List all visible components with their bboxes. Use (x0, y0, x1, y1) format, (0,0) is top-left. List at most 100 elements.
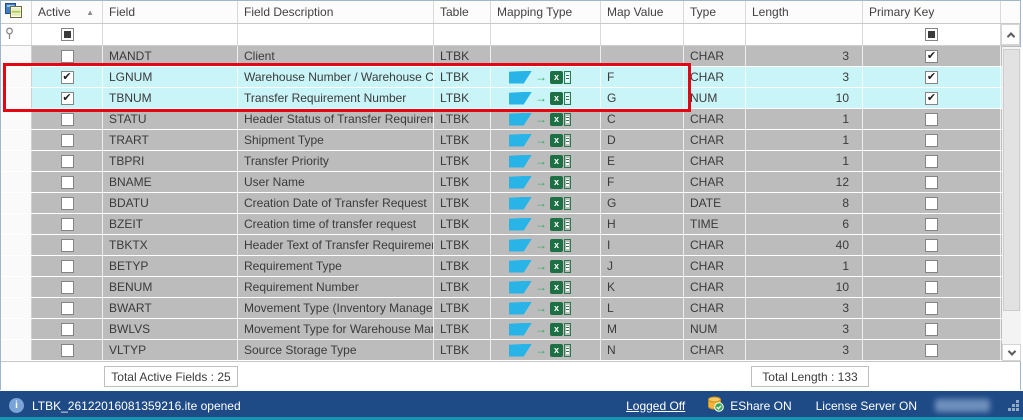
active-cell[interactable] (32, 298, 103, 318)
table-row[interactable]: BDATU Creation Date of Transfer Request … (1, 193, 1020, 214)
scrollbar-thumb[interactable] (1003, 49, 1020, 311)
type-cell: CHAR (684, 235, 746, 255)
table-row[interactable]: TBPRI Transfer Priority LTBK → x E CHAR 1 (1, 151, 1020, 172)
active-cell[interactable] (32, 193, 103, 213)
column-header-length[interactable]: Length (746, 1, 863, 23)
primary-key-checkbox[interactable] (925, 91, 938, 105)
active-cell[interactable] (32, 340, 103, 360)
column-header-mapping-type[interactable]: Mapping Type (491, 1, 601, 23)
table-row[interactable]: BZEIT Creation time of transfer request … (1, 214, 1020, 235)
table-row[interactable]: BNAME User Name LTBK → x F CHAR 12 (1, 172, 1020, 193)
active-cell[interactable] (32, 172, 103, 192)
active-checkbox[interactable] (60, 280, 74, 294)
table-row[interactable]: BENUM Requirement Number LTBK → x K CHAR … (1, 277, 1020, 298)
active-cell[interactable] (32, 256, 103, 276)
primary-key-checkbox[interactable] (925, 280, 938, 294)
primary-key-checkbox[interactable] (925, 322, 938, 336)
scroll-down-button[interactable] (1002, 344, 1021, 361)
active-cell[interactable] (32, 214, 103, 234)
primary-key-checkbox[interactable] (925, 175, 938, 189)
active-cell[interactable] (32, 88, 103, 108)
active-cell[interactable] (32, 109, 103, 129)
filter-mapping-cell[interactable] (491, 24, 601, 45)
active-checkbox[interactable] (60, 175, 74, 189)
active-cell[interactable] (32, 319, 103, 339)
active-checkbox[interactable] (60, 217, 74, 231)
filter-description-cell[interactable] (238, 24, 434, 45)
filter-table-cell[interactable] (434, 24, 491, 45)
primary-key-checkbox[interactable] (925, 196, 938, 210)
column-header-field[interactable]: Field (103, 1, 238, 23)
active-checkbox[interactable] (60, 49, 74, 63)
active-checkbox[interactable] (60, 301, 74, 315)
filter-primary-key-cell[interactable] (863, 24, 1001, 45)
active-checkbox[interactable] (60, 112, 74, 126)
arrow-right-icon: → (535, 69, 547, 84)
map-value-cell: E (601, 151, 684, 171)
active-checkbox[interactable] (60, 133, 74, 147)
excel-icon: x (550, 280, 571, 294)
active-cell[interactable] (32, 130, 103, 150)
type-cell: CHAR (684, 109, 746, 129)
active-checkbox[interactable] (60, 343, 74, 357)
resize-grip[interactable] (1007, 399, 1020, 415)
table-row[interactable]: MANDT Client LTBK →x CHAR 3 (1, 46, 1020, 67)
column-header-map-value[interactable]: Map Value (601, 1, 684, 23)
table-row[interactable]: TRART Shipment Type LTBK → x D CHAR 1 (1, 130, 1020, 151)
primary-key-checkbox[interactable] (925, 70, 938, 84)
filter-type-cell[interactable] (684, 24, 746, 45)
column-header-table[interactable]: Table (434, 1, 491, 23)
column-header-type[interactable]: Type (684, 1, 746, 23)
table-row[interactable]: VLTYP Source Storage Type LTBK → x N CHAR… (1, 340, 1020, 361)
primary-key-checkbox[interactable] (925, 133, 938, 147)
primary-key-checkbox[interactable] (925, 112, 938, 126)
active-checkbox[interactable] (60, 196, 74, 210)
active-checkbox[interactable] (60, 91, 74, 105)
filter-active-cell[interactable] (32, 24, 103, 45)
type-cell: CHAR (684, 277, 746, 297)
column-header-field-description[interactable]: Field Description (238, 1, 434, 23)
description-cell: Shipment Type (238, 130, 434, 150)
table-row[interactable]: TBNUM Transfer Requirement Number LTBK →… (1, 88, 1020, 109)
primary-key-checkbox[interactable] (925, 49, 938, 63)
table-row[interactable]: TBKTX Header Text of Transfer Requiremen… (1, 235, 1020, 256)
table-row[interactable]: LGNUM Warehouse Number / Warehouse C... … (1, 67, 1020, 88)
map-value-cell (601, 46, 684, 66)
active-checkbox[interactable] (60, 154, 74, 168)
active-cell[interactable] (32, 277, 103, 297)
filter-map-value-cell[interactable] (601, 24, 684, 45)
filter-length-cell[interactable] (746, 24, 863, 45)
primary-key-filter-checkbox[interactable] (925, 28, 938, 41)
active-checkbox[interactable] (60, 322, 74, 336)
active-checkbox[interactable] (60, 259, 74, 273)
primary-key-checkbox[interactable] (925, 238, 938, 252)
table-cell: LTBK (434, 277, 491, 297)
active-filter-checkbox[interactable] (60, 28, 74, 41)
row-selector-header[interactable] (1, 1, 32, 23)
filter-field-cell[interactable] (103, 24, 238, 45)
primary-key-checkbox[interactable] (925, 343, 938, 357)
mapping-cell: →x (491, 67, 601, 87)
active-cell[interactable] (32, 46, 103, 66)
active-checkbox[interactable] (60, 70, 74, 84)
scroll-up-button[interactable] (1001, 24, 1020, 45)
primary-key-checkbox[interactable] (925, 217, 938, 231)
total-length-box: Total Length : 133 (751, 366, 869, 387)
active-cell[interactable] (32, 235, 103, 255)
table-row[interactable]: STATU Header Status of Transfer Requirem… (1, 109, 1020, 130)
primary-key-checkbox[interactable] (925, 154, 938, 168)
column-header-active[interactable]: Active ▲ (32, 1, 103, 23)
vertical-scrollbar[interactable] (1002, 47, 1021, 361)
logged-off-link[interactable]: Logged Off (626, 398, 686, 413)
column-header-primary-key[interactable]: Primary Key (863, 1, 1001, 23)
active-cell[interactable] (32, 151, 103, 171)
active-cell[interactable] (32, 67, 103, 87)
primary-key-checkbox[interactable] (925, 301, 938, 315)
active-checkbox[interactable] (60, 238, 74, 252)
table-row[interactable]: BWLVS Movement Type for Warehouse Man...… (1, 319, 1020, 340)
map-value-cell: F (601, 67, 684, 87)
primary-key-checkbox[interactable] (925, 259, 938, 273)
table-row[interactable]: BETYP Requirement Type LTBK → x J CHAR 1 (1, 256, 1020, 277)
table-row[interactable]: BWART Movement Type (Inventory Manage...… (1, 298, 1020, 319)
arrow-right-icon: → (535, 258, 547, 273)
